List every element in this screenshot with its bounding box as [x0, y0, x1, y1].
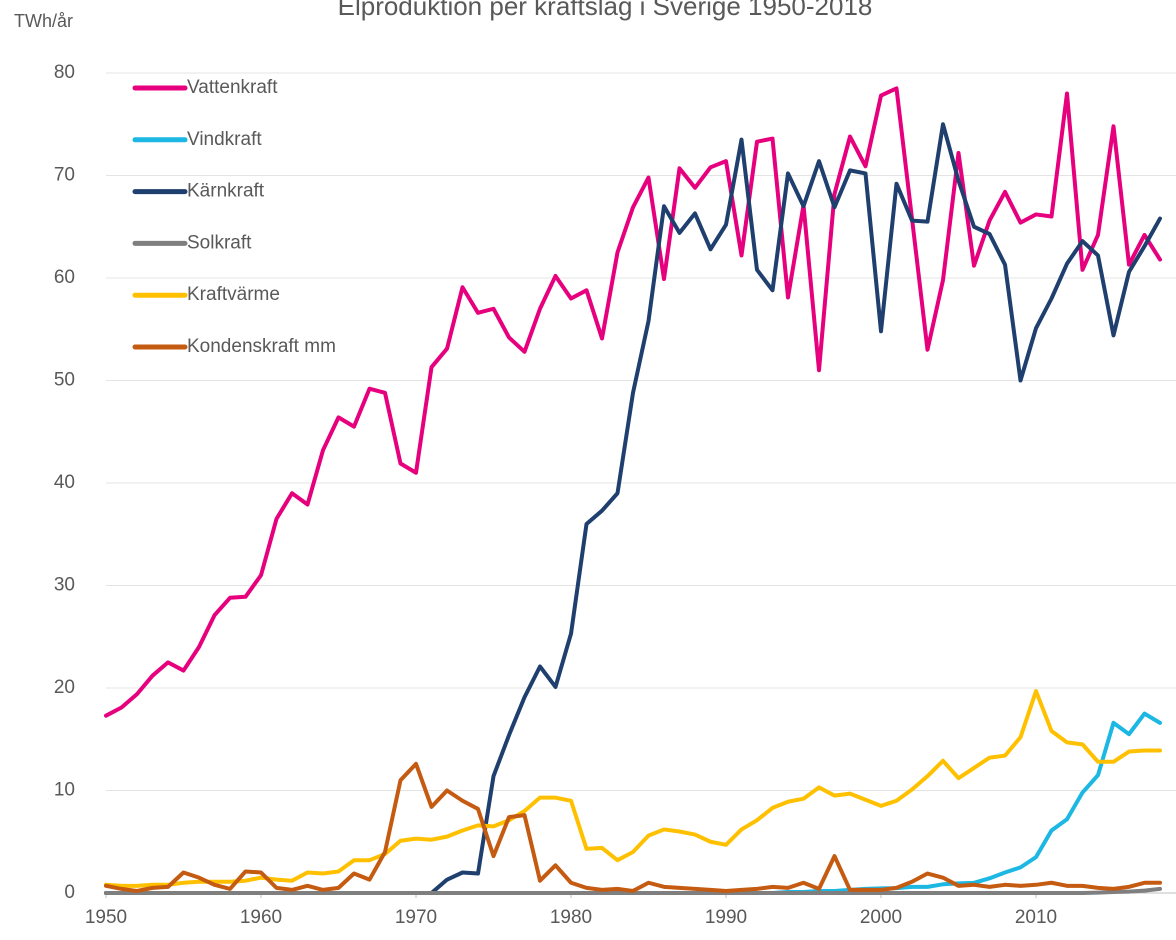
x-tick-label: 1960 — [240, 907, 282, 928]
line-series — [104, 689, 1162, 888]
x-tick-label: 2010 — [1015, 907, 1057, 928]
line-series — [104, 761, 1162, 893]
x-tick-label: 2000 — [860, 907, 902, 928]
plot-area — [104, 86, 1162, 895]
legend: Vattenkraft Vindkraft Kärnkraft Solkraft Kra… — [132, 77, 336, 357]
x-tick-label: 1980 — [550, 907, 592, 928]
x-tick-label: 1990 — [705, 907, 747, 928]
legend-label: Kärnkraft — [187, 181, 265, 202]
legend-label: Vindkraft — [187, 129, 262, 150]
line-series — [104, 122, 1162, 895]
chart-title: Elproduktion per kraftslag i Sverige 195… — [338, 0, 873, 21]
y-tick-label: 20 — [54, 677, 75, 698]
y-tick-label: 0 — [64, 882, 75, 903]
y-axis-label: TWh/år — [14, 11, 73, 31]
line-series — [104, 86, 1162, 718]
legend-label: Kraftvärme — [187, 284, 280, 305]
legend-label: Kondenskraft mm — [187, 336, 336, 357]
y-tick-label: 10 — [54, 780, 75, 801]
y-tick-label: 50 — [54, 370, 75, 391]
line-series — [104, 886, 1162, 895]
line-series — [104, 711, 1162, 895]
x-tick-label: 1950 — [85, 907, 127, 928]
x-tick-label: 1970 — [395, 907, 437, 928]
y-tick-label: 60 — [54, 267, 75, 288]
y-tick-label: 70 — [54, 165, 75, 186]
legend-label: Vattenkraft — [187, 77, 278, 98]
legend-label: Solkraft — [187, 232, 252, 253]
y-tick-label: 30 — [54, 575, 75, 596]
y-tick-label: 80 — [54, 62, 75, 83]
y-tick-label: 40 — [54, 472, 75, 493]
